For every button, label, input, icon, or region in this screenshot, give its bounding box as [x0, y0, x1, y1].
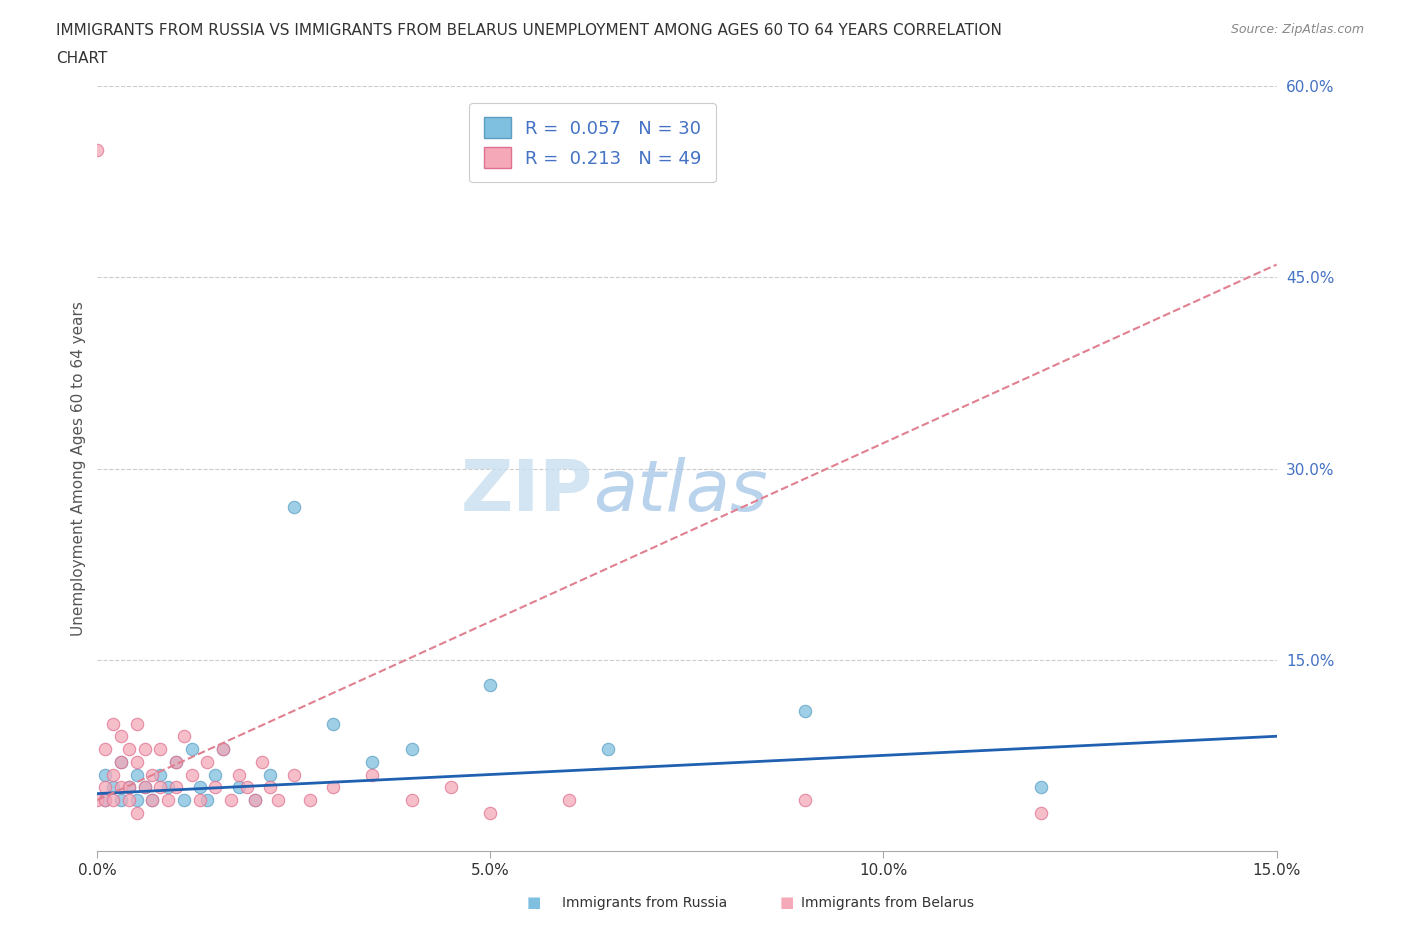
Point	[125, 716, 148, 731]
Text: IMMIGRANTS FROM RUSSIA VS IMMIGRANTS FROM BELARUS UNEMPLOYMENT AMONG AGES 60 TO : IMMIGRANTS FROM RUSSIA VS IMMIGRANTS FRO…	[56, 23, 1002, 38]
Point	[1029, 805, 1052, 820]
Point	[86, 142, 108, 157]
Point	[228, 780, 250, 795]
Point	[118, 792, 141, 807]
Point	[558, 792, 581, 807]
Point	[173, 729, 195, 744]
Legend: R =  0.057   N = 30, R =  0.213   N = 49: R = 0.057 N = 30, R = 0.213 N = 49	[470, 103, 716, 182]
Point	[267, 792, 290, 807]
Point	[149, 780, 172, 795]
Point	[180, 767, 202, 782]
Text: ■: ■	[780, 895, 794, 910]
Point	[1029, 780, 1052, 795]
Point	[361, 754, 384, 769]
Point	[110, 729, 132, 744]
Point	[401, 792, 423, 807]
Point	[479, 805, 502, 820]
Point	[118, 741, 141, 756]
Point	[219, 792, 242, 807]
Point	[101, 792, 124, 807]
Point	[243, 792, 266, 807]
Point	[235, 780, 257, 795]
Point	[204, 767, 226, 782]
Point	[197, 792, 219, 807]
Point	[86, 792, 108, 807]
Point	[204, 780, 226, 795]
Point	[110, 754, 132, 769]
Point	[165, 754, 187, 769]
Text: Immigrants from Russia: Immigrants from Russia	[562, 896, 728, 910]
Point	[401, 741, 423, 756]
Text: atlas: atlas	[592, 457, 768, 526]
Point	[157, 780, 180, 795]
Point	[94, 780, 117, 795]
Text: ZIP: ZIP	[460, 457, 592, 526]
Point	[149, 741, 172, 756]
Point	[793, 703, 815, 718]
Point	[252, 754, 274, 769]
Point	[212, 741, 235, 756]
Point	[188, 780, 211, 795]
Point	[118, 780, 141, 795]
Point	[165, 780, 187, 795]
Point	[479, 678, 502, 693]
Point	[134, 780, 156, 795]
Point	[283, 767, 305, 782]
Point	[322, 716, 344, 731]
Point	[165, 754, 187, 769]
Point	[298, 792, 321, 807]
Point	[110, 780, 132, 795]
Point	[259, 780, 281, 795]
Point	[101, 716, 124, 731]
Point	[259, 767, 281, 782]
Point	[440, 780, 463, 795]
Point	[197, 754, 219, 769]
Point	[228, 767, 250, 782]
Text: Source: ZipAtlas.com: Source: ZipAtlas.com	[1230, 23, 1364, 36]
Point	[141, 792, 163, 807]
Point	[118, 780, 141, 795]
Point	[598, 741, 620, 756]
Point	[101, 780, 124, 795]
Text: ■: ■	[527, 895, 541, 910]
Point	[101, 767, 124, 782]
Point	[157, 792, 180, 807]
Point	[793, 792, 815, 807]
Point	[188, 792, 211, 807]
Point	[243, 792, 266, 807]
Point	[125, 754, 148, 769]
Point	[134, 741, 156, 756]
Point	[110, 754, 132, 769]
Point	[361, 767, 384, 782]
Point	[94, 767, 117, 782]
Text: Immigrants from Belarus: Immigrants from Belarus	[801, 896, 974, 910]
Point	[141, 792, 163, 807]
Point	[173, 792, 195, 807]
Point	[125, 805, 148, 820]
Point	[141, 767, 163, 782]
Point	[125, 792, 148, 807]
Point	[134, 780, 156, 795]
Point	[322, 780, 344, 795]
Point	[110, 792, 132, 807]
Point	[94, 792, 117, 807]
Point	[125, 767, 148, 782]
Point	[180, 741, 202, 756]
Point	[212, 741, 235, 756]
Point	[94, 741, 117, 756]
Text: CHART: CHART	[56, 51, 108, 66]
Point	[283, 499, 305, 514]
Y-axis label: Unemployment Among Ages 60 to 64 years: Unemployment Among Ages 60 to 64 years	[72, 301, 86, 636]
Point	[94, 792, 117, 807]
Point	[149, 767, 172, 782]
